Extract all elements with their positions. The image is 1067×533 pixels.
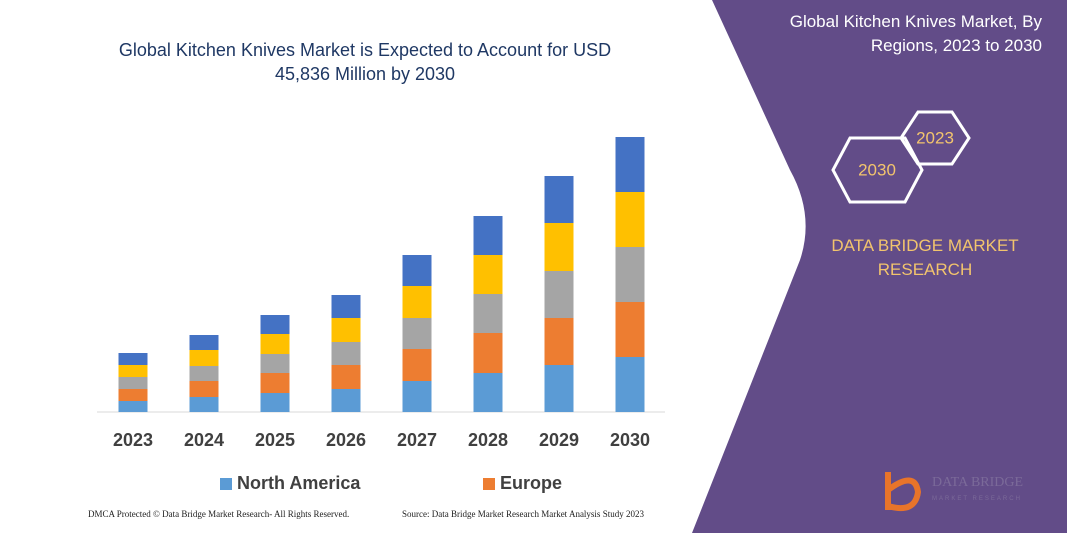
bar-segment xyxy=(118,389,148,401)
logo-text: MARKET RESEARCH xyxy=(932,496,1022,502)
hexagon xyxy=(899,110,971,166)
legend-label: Europe xyxy=(500,473,562,493)
x-tick-label: 2029 xyxy=(539,430,579,450)
bar-segment xyxy=(615,137,645,192)
x-tick-label: 2026 xyxy=(326,430,366,450)
legend-swatch xyxy=(220,478,232,490)
bar-segment xyxy=(260,315,290,334)
bar-segment xyxy=(189,366,219,381)
bar-segment xyxy=(260,334,290,354)
bar-segment xyxy=(118,401,148,412)
bar-segment xyxy=(331,318,361,342)
bar-segment xyxy=(615,247,645,302)
bar-segment xyxy=(402,381,432,412)
bar-segment xyxy=(118,377,148,389)
logo-mark xyxy=(885,472,922,512)
brand-name: DATA BRIDGE MARKET RESEARCH xyxy=(831,236,1019,279)
x-tick-label: 2025 xyxy=(255,430,295,450)
bar-segment xyxy=(260,354,290,373)
bar-segment xyxy=(473,333,503,373)
bar-segment xyxy=(189,397,219,412)
legend-swatch xyxy=(483,478,495,490)
panel-title: Global Kitchen Knives Market, By Regions… xyxy=(789,12,1042,55)
bar-segment xyxy=(615,302,645,357)
side-panel xyxy=(692,0,1067,533)
logo-text: DATA BRIDGE xyxy=(932,475,1023,490)
legend-label: North America xyxy=(237,473,361,493)
bar-segment xyxy=(402,349,432,381)
chart-title: Global Kitchen Knives Market is Expected… xyxy=(118,40,612,84)
x-tick-label: 2030 xyxy=(610,430,650,450)
bar-segment xyxy=(402,318,432,349)
bar-segment xyxy=(118,365,148,377)
bar-segment xyxy=(189,350,219,366)
bar-segment xyxy=(260,373,290,393)
bar-segment xyxy=(615,357,645,412)
bar-segment xyxy=(544,365,574,412)
footer-source: Source: Data Bridge Market Research Mark… xyxy=(402,509,644,519)
bar-segment xyxy=(615,192,645,247)
hexagon xyxy=(831,136,924,204)
bar-segment xyxy=(260,393,290,412)
bar-segment xyxy=(331,342,361,365)
x-tick-label: 2024 xyxy=(184,430,224,450)
bar-segment xyxy=(189,381,219,397)
x-tick-label: 2028 xyxy=(468,430,508,450)
x-tick-label: 2027 xyxy=(397,430,437,450)
bar-segment xyxy=(544,271,574,318)
hexagon-label: 2023 xyxy=(916,128,954,147)
bar-segment xyxy=(331,365,361,389)
hexagon-label: 2030 xyxy=(858,160,896,179)
bar-segment xyxy=(331,389,361,412)
bar-segment xyxy=(544,176,574,223)
bar-segment xyxy=(118,353,148,365)
bar-segment xyxy=(473,216,503,255)
bar-segment xyxy=(544,318,574,365)
bar-segment xyxy=(189,335,219,350)
bar-segment xyxy=(402,255,432,286)
footer-note: DMCA Protected © Data Bridge Market Rese… xyxy=(88,509,350,519)
bar-segment xyxy=(331,295,361,318)
bar-segment xyxy=(473,373,503,412)
x-tick-label: 2023 xyxy=(113,430,153,450)
bar-segment xyxy=(544,223,574,271)
bar-segment xyxy=(473,255,503,294)
bar-segment xyxy=(473,294,503,333)
bar-segment xyxy=(402,286,432,318)
